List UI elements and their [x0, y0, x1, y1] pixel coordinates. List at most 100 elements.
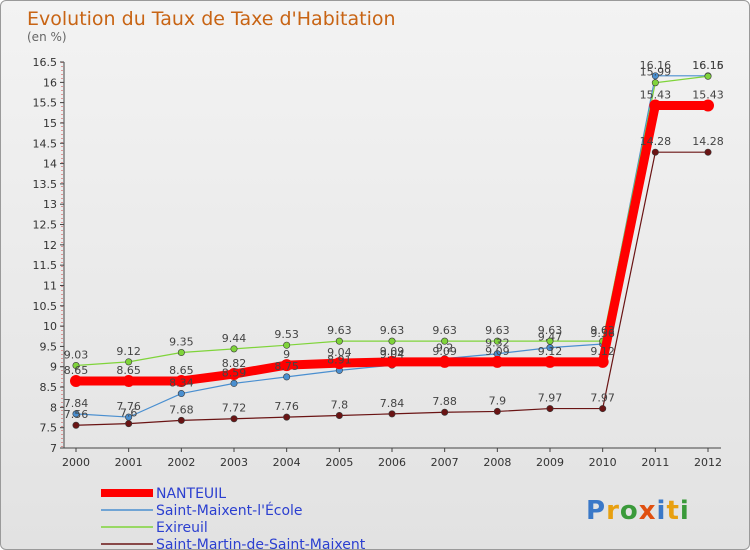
- data-label: 7.84: [380, 397, 405, 410]
- data-label: 7.9: [489, 394, 507, 407]
- y-tick-label: 9.5: [40, 340, 58, 353]
- y-tick-label: 7: [50, 442, 57, 455]
- data-point: [544, 355, 556, 368]
- x-tick-label: 2007: [431, 456, 459, 469]
- data-point: [283, 341, 291, 349]
- data-point: [651, 148, 659, 156]
- data-point: [122, 374, 135, 387]
- data-point: [230, 379, 238, 387]
- data-label: 7.68: [169, 403, 194, 416]
- data-label: 7.6: [120, 407, 138, 420]
- data-label: 8.59: [222, 366, 247, 379]
- data-label: 14.28: [640, 135, 672, 148]
- data-point: [438, 355, 451, 368]
- data-label: 8.75: [274, 360, 299, 373]
- y-tick-label: 13.5: [33, 178, 58, 191]
- y-tick-label: 16: [43, 76, 57, 89]
- data-point: [230, 345, 238, 353]
- data-label: 7.72: [222, 402, 247, 415]
- x-tick-label: 2002: [167, 456, 195, 469]
- data-label: 8.82: [222, 357, 247, 370]
- data-point: [493, 407, 501, 415]
- data-point: [230, 415, 238, 423]
- x-tick-label: 2000: [62, 456, 90, 469]
- data-label: 9.53: [274, 328, 299, 341]
- data-point: [335, 411, 343, 419]
- data-label: 9.03: [64, 349, 89, 362]
- unit-label: (en %): [27, 30, 67, 44]
- y-tick-label: 14.5: [33, 137, 58, 150]
- data-label: 9.04: [380, 348, 405, 361]
- y-tick-label: 12.5: [33, 219, 58, 232]
- data-label: 8.91: [327, 353, 352, 366]
- y-tick-label: 11: [43, 279, 57, 292]
- data-label: 9.09: [485, 345, 510, 358]
- data-label: 9.56: [590, 327, 615, 340]
- data-point: [177, 349, 185, 357]
- data-label: 9.2: [436, 342, 454, 355]
- y-tick-label: 11.5: [33, 259, 58, 272]
- data-label: 7.76: [116, 400, 141, 413]
- x-tick-label: 2006: [378, 456, 406, 469]
- data-label: 9.44: [222, 332, 247, 345]
- proxiti-logo: Proxiti: [586, 496, 690, 526]
- x-tick-label: 2008: [483, 456, 511, 469]
- data-point: [702, 99, 714, 112]
- x-tick-label: 2005: [325, 456, 353, 469]
- data-point: [491, 355, 504, 368]
- data-label: 7.84: [64, 397, 89, 410]
- data-point: [125, 358, 133, 366]
- data-label: 9.63: [538, 324, 563, 337]
- data-point: [72, 410, 80, 418]
- data-label: 16.15: [692, 59, 724, 72]
- x-tick-label: 2009: [536, 456, 564, 469]
- data-label: 9.47: [538, 331, 563, 344]
- legend-label: Saint-Maixent-l'École: [156, 502, 303, 519]
- data-label: 9.63: [327, 324, 352, 337]
- y-tick-label: 13: [43, 198, 57, 211]
- data-label: 16.16: [640, 59, 672, 72]
- data-point: [388, 337, 396, 345]
- legend-label: Exireuil: [156, 520, 208, 536]
- svg-text:Proxiti: Proxiti: [586, 496, 690, 526]
- y-tick-label: 7.5: [40, 422, 58, 435]
- y-tick-label: 10: [43, 320, 57, 333]
- data-point: [283, 413, 291, 421]
- data-label: 7.97: [590, 392, 615, 405]
- data-point: [335, 337, 343, 345]
- data-point: [125, 420, 133, 428]
- data-point: [388, 410, 396, 418]
- data-label: 15.99: [640, 66, 672, 79]
- data-label: 9: [283, 348, 290, 361]
- data-label: 8.65: [64, 364, 89, 377]
- data-label: 9.12: [116, 345, 141, 358]
- legend-label: NANTEUIL: [156, 486, 226, 502]
- x-tick-label: 2004: [273, 456, 301, 469]
- data-point: [704, 148, 712, 156]
- x-tick-label: 2003: [220, 456, 248, 469]
- data-label: 8.65: [116, 364, 141, 377]
- y-tick-label: 15: [43, 117, 57, 130]
- data-point: [280, 359, 293, 372]
- data-point: [546, 405, 554, 413]
- data-point: [599, 405, 607, 413]
- x-tick-label: 2011: [641, 456, 669, 469]
- data-label: 8.65: [169, 364, 194, 377]
- data-point: [441, 337, 449, 345]
- data-label: 7.76: [274, 400, 299, 413]
- y-tick-label: 14: [43, 158, 57, 171]
- data-label: 15.43: [692, 88, 724, 101]
- data-label: 15.43: [640, 88, 672, 101]
- legend: NANTEUILSaint-Maixent-l'ÉcoleExireuilSai…: [101, 486, 366, 549]
- data-label: 9.12: [590, 345, 615, 358]
- data-point: [651, 79, 659, 87]
- y-tick-label: 8.5: [40, 381, 58, 394]
- data-label: 7.8: [331, 398, 349, 411]
- data-point: [72, 421, 80, 429]
- data-label: 9.35: [169, 336, 194, 349]
- data-label: 9.04: [327, 346, 352, 359]
- legend-label: Saint-Martin-de-Saint-Maixent: [156, 537, 366, 549]
- data-point: [651, 72, 659, 80]
- y-tick-label: 15.5: [33, 97, 58, 110]
